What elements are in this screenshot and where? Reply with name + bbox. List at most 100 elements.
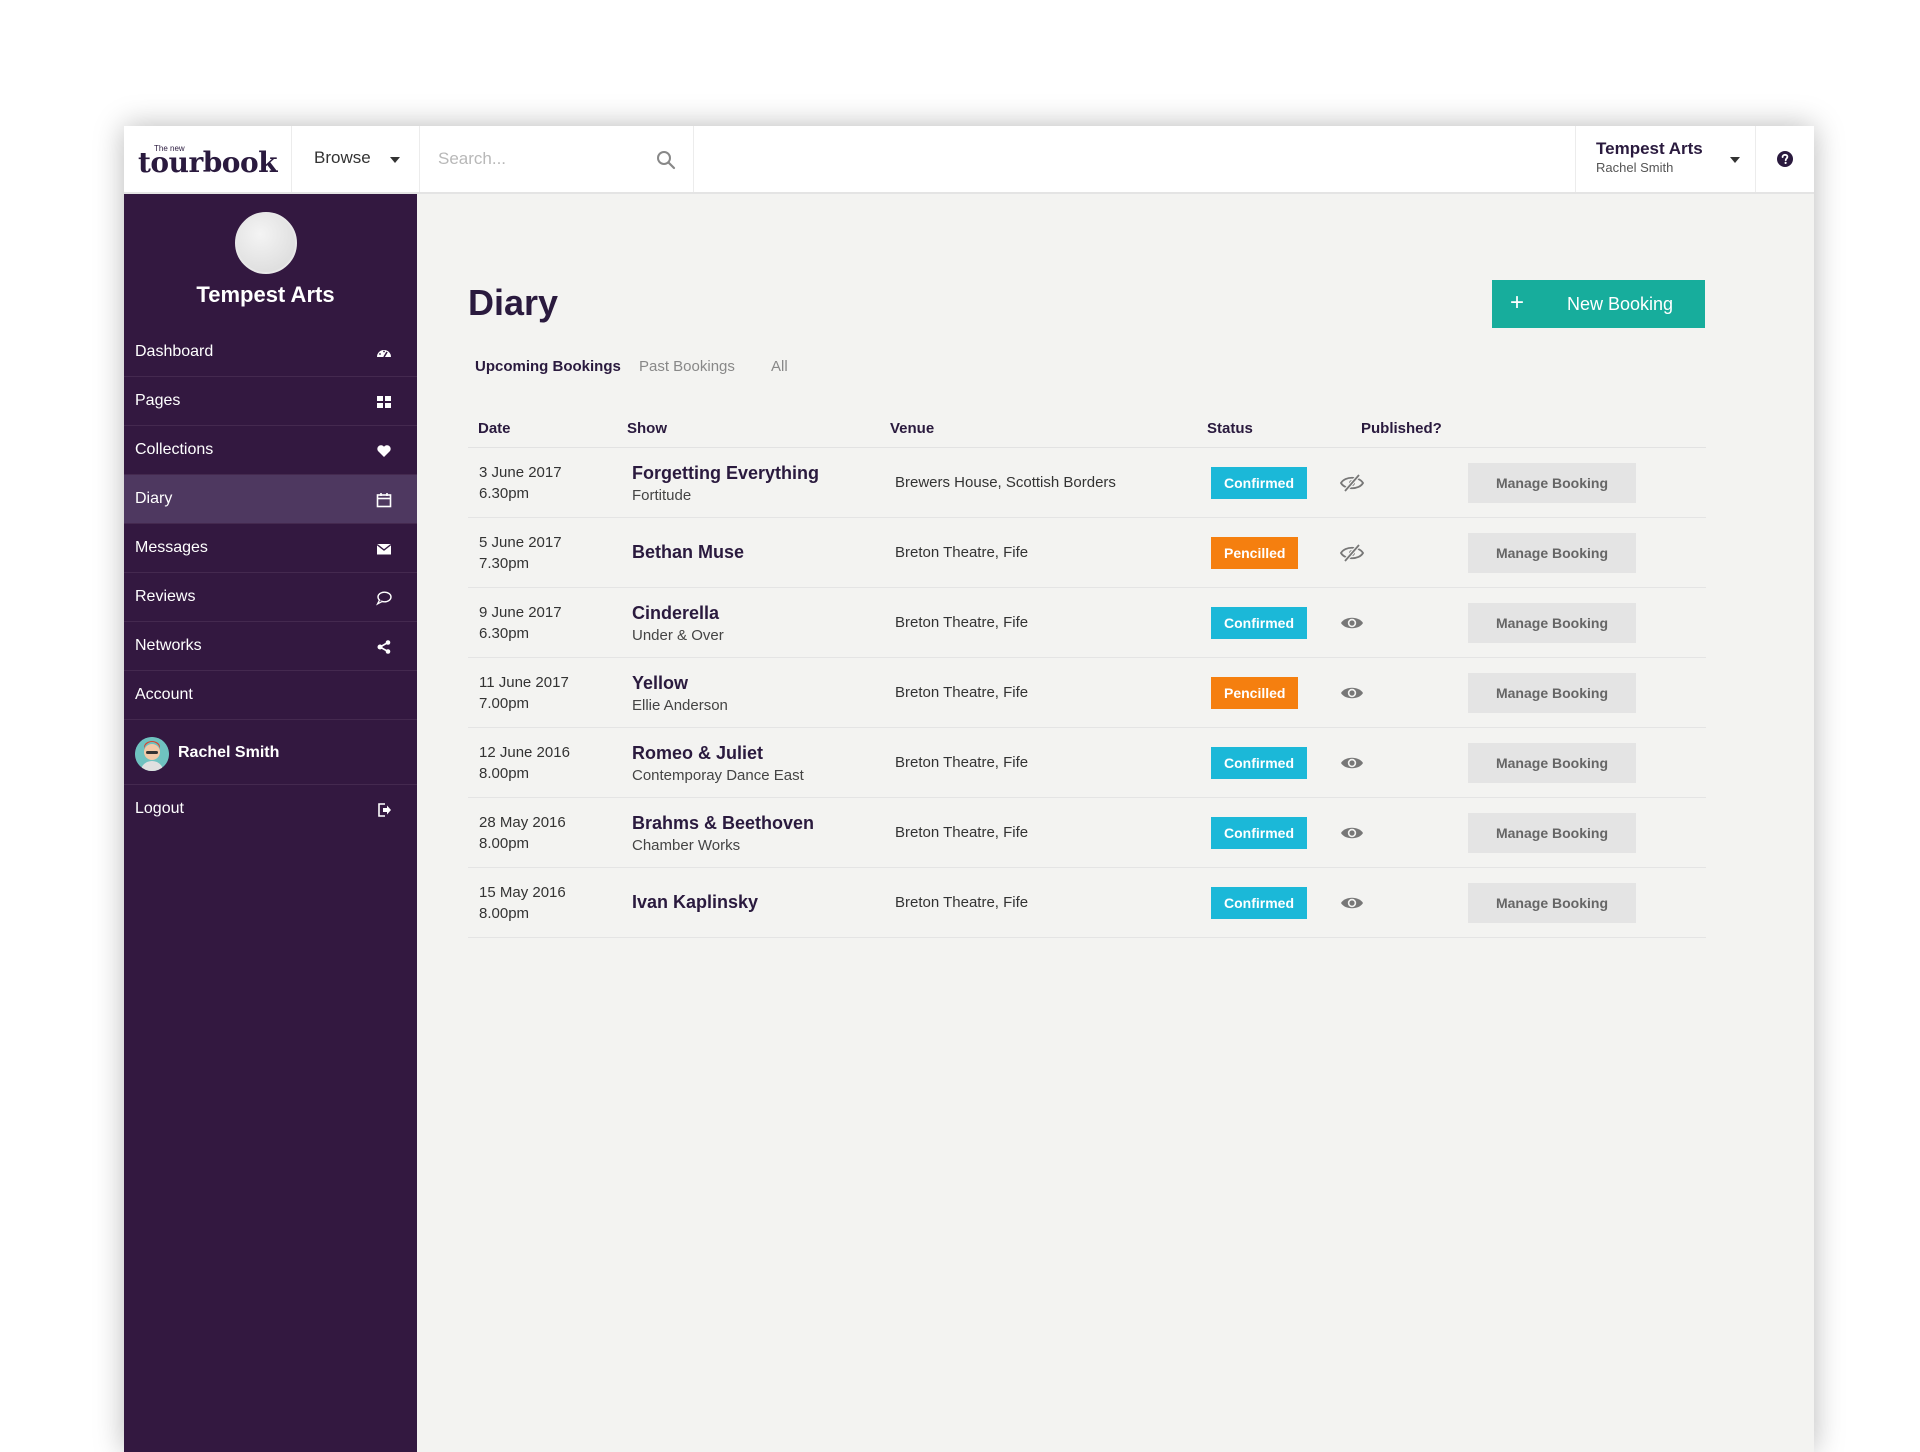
app-window: The new tourbook Browse Tempest Arts Rac… bbox=[124, 126, 1814, 1452]
manage-booking-button[interactable]: Manage Booking bbox=[1468, 463, 1636, 503]
table-row: 3 June 2017 6.30pm Forgetting Everything Fo… bbox=[468, 448, 1706, 518]
status-badge: Pencilled bbox=[1211, 677, 1299, 709]
status-badge: Confirmed bbox=[1211, 467, 1307, 499]
booking-time: 8.00pm bbox=[479, 835, 530, 852]
calendar-icon bbox=[376, 493, 392, 508]
sidebar-item-collections[interactable]: Collections bbox=[124, 426, 417, 475]
profile-name: Tempest Arts bbox=[196, 282, 335, 307]
show-title[interactable]: Bethan Muse bbox=[632, 542, 745, 562]
manage-booking-button[interactable]: Manage Booking bbox=[1468, 743, 1636, 783]
sidebar-item-messages[interactable]: Messages bbox=[124, 524, 417, 573]
profile-avatar[interactable] bbox=[235, 212, 297, 274]
booking-date: 28 May 2016 bbox=[479, 814, 566, 831]
sidebar-item-label: Logout bbox=[135, 800, 184, 817]
grid-icon bbox=[377, 396, 391, 408]
show-title[interactable]: Forgetting Everything bbox=[632, 463, 820, 483]
logout-icon bbox=[378, 803, 391, 817]
eye-slash-icon[interactable] bbox=[1339, 543, 1365, 563]
column-header-venue: Venue bbox=[890, 420, 935, 437]
tab-past-bookings[interactable]: Past Bookings bbox=[639, 358, 735, 375]
show-company: Contemporay Dance East bbox=[632, 767, 804, 784]
dashboard-icon bbox=[377, 350, 391, 358]
help-button[interactable] bbox=[1756, 126, 1814, 192]
sidebar-user[interactable]: Rachel Smith bbox=[124, 720, 417, 785]
show-company: Chamber Works bbox=[632, 837, 741, 854]
eye-icon[interactable] bbox=[1340, 823, 1364, 843]
tab-all[interactable]: All bbox=[771, 358, 788, 375]
manage-booking-button[interactable]: Manage Booking bbox=[1468, 673, 1636, 713]
browse-dropdown[interactable]: Browse bbox=[292, 126, 420, 192]
speech-bubble-icon bbox=[376, 591, 392, 606]
logo[interactable]: The new tourbook bbox=[124, 126, 292, 192]
page-title: Diary bbox=[468, 282, 559, 323]
sidebar-item-logout[interactable]: Logout bbox=[124, 785, 417, 834]
booking-date: 5 June 2017 bbox=[479, 534, 562, 551]
table-row: 5 June 2017 7.30pm Bethan Muse Breton Theat… bbox=[468, 518, 1706, 588]
booking-date: 3 June 2017 bbox=[479, 464, 562, 481]
sidebar: Tempest Arts Dashboard Pages Collections bbox=[124, 194, 417, 1452]
sidebar-item-label: Reviews bbox=[135, 588, 196, 605]
show-title[interactable]: Yellow bbox=[632, 673, 689, 693]
new-booking-button[interactable]: + New Booking bbox=[1492, 280, 1705, 328]
show-title[interactable]: Romeo & Juliet bbox=[632, 743, 764, 763]
booking-date: 9 June 2017 bbox=[479, 604, 562, 621]
manage-booking-button[interactable]: Manage Booking bbox=[1468, 883, 1636, 923]
sidebar-item-pages[interactable]: Pages bbox=[124, 377, 417, 426]
eye-icon[interactable] bbox=[1340, 613, 1364, 633]
share-icon bbox=[377, 640, 391, 654]
venue-name: Brewers House, Scottish Borders bbox=[895, 474, 1116, 491]
booking-time: 7.30pm bbox=[479, 555, 530, 572]
sidebar-user-name: Rachel Smith bbox=[178, 744, 280, 761]
sidebar-item-diary[interactable]: Diary bbox=[124, 475, 417, 524]
sidebar-item-dashboard[interactable]: Dashboard bbox=[124, 328, 417, 377]
tab-upcoming-bookings[interactable]: Upcoming Bookings bbox=[475, 358, 621, 375]
eye-icon[interactable] bbox=[1340, 683, 1364, 703]
show-company: Under & Over bbox=[632, 627, 724, 644]
show-company: Fortitude bbox=[632, 487, 692, 504]
main-content: Diary + New Booking Upcoming Bookings Pa… bbox=[417, 194, 1814, 1452]
help-icon bbox=[1777, 151, 1793, 167]
manage-booking-button[interactable]: Manage Booking bbox=[1468, 533, 1636, 573]
search-input[interactable] bbox=[438, 144, 638, 174]
table-header: Date Show Venue Status Published? bbox=[468, 412, 1706, 448]
eye-icon[interactable] bbox=[1340, 753, 1364, 773]
search-icon[interactable] bbox=[656, 150, 676, 170]
caret-down-icon bbox=[390, 157, 400, 163]
eye-icon[interactable] bbox=[1340, 893, 1364, 913]
manage-booking-button[interactable]: Manage Booking bbox=[1468, 603, 1636, 643]
sidebar-item-label: Collections bbox=[135, 441, 214, 458]
status-badge: Confirmed bbox=[1211, 817, 1307, 849]
manage-booking-button[interactable]: Manage Booking bbox=[1468, 813, 1636, 853]
heart-icon bbox=[377, 445, 391, 457]
venue-name: Breton Theatre, Fife bbox=[895, 614, 1029, 631]
account-org-name: Tempest Arts bbox=[1596, 139, 1703, 158]
booking-date: 11 June 2017 bbox=[479, 674, 569, 691]
show-title[interactable]: Brahms & Beethoven bbox=[632, 813, 815, 833]
sidebar-item-reviews[interactable]: Reviews bbox=[124, 573, 417, 622]
booking-time: 8.00pm bbox=[479, 765, 530, 782]
show-title[interactable]: Cinderella bbox=[632, 603, 720, 623]
sidebar-item-networks[interactable]: Networks bbox=[124, 622, 417, 671]
table-body: 3 June 2017 6.30pm Forgetting Everything Fo… bbox=[468, 448, 1706, 938]
show-title[interactable]: Ivan Kaplinsky bbox=[632, 892, 759, 912]
top-bar: The new tourbook Browse Tempest Arts Rac… bbox=[124, 126, 1814, 194]
booking-date: 12 June 2016 bbox=[479, 744, 570, 761]
booking-time: 6.30pm bbox=[479, 485, 530, 502]
table-row: 12 June 2016 8.00pm Romeo & Juliet Contempo… bbox=[468, 728, 1706, 798]
venue-name: Breton Theatre, Fife bbox=[895, 684, 1029, 701]
table-row: 11 June 2017 7.00pm Yellow Ellie Anderson Br… bbox=[468, 658, 1706, 728]
sidebar-item-label: Account bbox=[135, 686, 193, 703]
browse-label: Browse bbox=[314, 148, 371, 167]
sidebar-item-account[interactable]: Account bbox=[124, 671, 417, 720]
sidebar-item-label: Pages bbox=[135, 392, 181, 409]
envelope-icon bbox=[376, 543, 392, 555]
plus-icon: + bbox=[1509, 289, 1524, 316]
status-badge: Confirmed bbox=[1211, 607, 1307, 639]
eye-slash-icon[interactable] bbox=[1339, 473, 1365, 493]
sidebar-item-label: Networks bbox=[135, 637, 202, 654]
sidebar-nav: Dashboard Pages Collections bbox=[124, 328, 417, 834]
table-row: 28 May 2016 8.00pm Brahms & Beethoven Chamb… bbox=[468, 798, 1706, 868]
account-user-name: Rachel Smith bbox=[1596, 160, 1674, 175]
venue-name: Breton Theatre, Fife bbox=[895, 544, 1029, 561]
account-switcher[interactable]: Tempest Arts Rachel Smith bbox=[1575, 126, 1756, 192]
